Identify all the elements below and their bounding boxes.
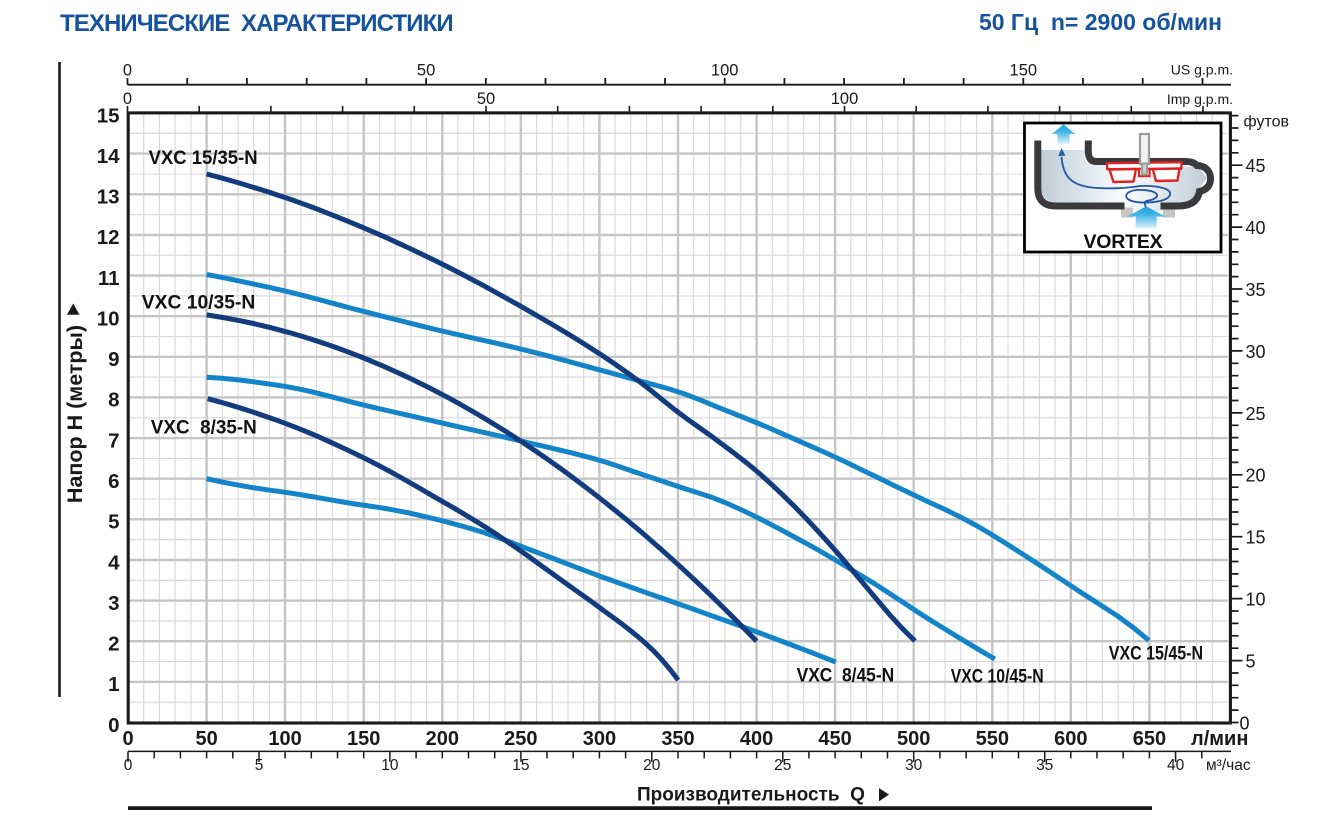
svg-text:15: 15 xyxy=(1246,528,1266,548)
svg-text:50: 50 xyxy=(477,90,495,108)
svg-text:9: 9 xyxy=(108,348,119,371)
svg-text:VXC 10/45-N: VXC 10/45-N xyxy=(951,666,1044,687)
svg-text:350: 350 xyxy=(661,728,694,750)
svg-text:л/мин: л/мин xyxy=(1191,728,1248,750)
svg-text:4: 4 xyxy=(108,551,120,574)
svg-text:6: 6 xyxy=(108,470,119,493)
svg-text:0: 0 xyxy=(124,757,133,774)
svg-text:10: 10 xyxy=(1246,590,1266,610)
svg-text:500: 500 xyxy=(897,728,930,750)
svg-text:20: 20 xyxy=(1246,466,1266,486)
svg-text:5: 5 xyxy=(1246,652,1256,672)
svg-text:600: 600 xyxy=(1054,728,1087,750)
svg-text:VXC 8/45-N: VXC 8/45-N xyxy=(797,666,895,687)
svg-text:14: 14 xyxy=(97,145,120,168)
svg-text:100: 100 xyxy=(831,90,859,108)
svg-text:Производительность Q: Производительность Q xyxy=(637,784,865,805)
svg-text:5: 5 xyxy=(108,511,119,534)
svg-text:300: 300 xyxy=(583,728,616,750)
svg-text:VXC 15/45-N: VXC 15/45-N xyxy=(1109,644,1203,665)
svg-text:15: 15 xyxy=(512,757,529,774)
svg-text:футов: футов xyxy=(1244,114,1290,131)
svg-text:0: 0 xyxy=(122,728,133,750)
svg-text:50: 50 xyxy=(195,728,217,750)
svg-text:1: 1 xyxy=(108,673,119,696)
svg-text:US g.p.m.: US g.p.m. xyxy=(1171,62,1233,78)
svg-text:5: 5 xyxy=(255,757,264,774)
svg-text:50: 50 xyxy=(417,62,435,80)
svg-text:200: 200 xyxy=(426,728,459,750)
svg-text:400: 400 xyxy=(740,728,773,750)
svg-text:0: 0 xyxy=(123,90,132,108)
svg-text:0: 0 xyxy=(1240,713,1250,733)
svg-text:VXC 10/35-N: VXC 10/35-N xyxy=(142,293,256,314)
svg-text:35: 35 xyxy=(1036,757,1053,774)
svg-text:10: 10 xyxy=(97,308,120,331)
svg-text:0: 0 xyxy=(108,714,119,737)
svg-text:0: 0 xyxy=(123,62,132,80)
svg-text:VXC 15/35-N: VXC 15/35-N xyxy=(149,148,258,169)
svg-text:VXC 8/35-N: VXC 8/35-N xyxy=(151,418,257,439)
svg-text:15: 15 xyxy=(97,104,120,127)
svg-text:Imp g.p.m.: Imp g.p.m. xyxy=(1167,91,1233,107)
svg-text:35: 35 xyxy=(1246,280,1266,300)
svg-text:м³/час: м³/час xyxy=(1206,757,1251,774)
svg-text:100: 100 xyxy=(268,728,301,750)
svg-text:650: 650 xyxy=(1133,728,1166,750)
svg-text:10: 10 xyxy=(381,757,399,774)
svg-text:550: 550 xyxy=(976,728,1009,750)
svg-text:8: 8 xyxy=(108,389,119,412)
svg-text:40: 40 xyxy=(1246,218,1266,238)
svg-text:20: 20 xyxy=(643,757,661,774)
svg-text:30: 30 xyxy=(1246,342,1266,362)
svg-text:7: 7 xyxy=(108,429,119,452)
svg-text:250: 250 xyxy=(504,728,537,750)
svg-text:ТЕХНИЧЕСКИЕ ХАРАКТЕРИСТИКИ: ТЕХНИЧЕСКИЕ ХАРАКТЕРИСТИКИ xyxy=(60,10,453,37)
svg-text:11: 11 xyxy=(98,267,120,290)
svg-text:150: 150 xyxy=(347,728,380,750)
svg-text:450: 450 xyxy=(818,728,851,750)
svg-text:3: 3 xyxy=(108,592,119,615)
svg-text:Напор H (метры): Напор H (метры) xyxy=(63,325,87,503)
svg-text:VORTEX: VORTEX xyxy=(1084,231,1163,253)
svg-text:150: 150 xyxy=(1010,62,1038,80)
svg-text:13: 13 xyxy=(97,186,120,209)
svg-text:25: 25 xyxy=(1246,404,1266,424)
svg-text:25: 25 xyxy=(774,757,791,774)
svg-text:50 Гц n= 2900 об/мин: 50 Гц n= 2900 об/мин xyxy=(979,9,1222,35)
svg-text:30: 30 xyxy=(905,757,923,774)
svg-text:2: 2 xyxy=(108,633,119,656)
svg-text:12: 12 xyxy=(97,226,120,249)
svg-text:100: 100 xyxy=(711,62,739,80)
svg-text:45: 45 xyxy=(1246,156,1266,176)
svg-text:40: 40 xyxy=(1167,757,1185,774)
